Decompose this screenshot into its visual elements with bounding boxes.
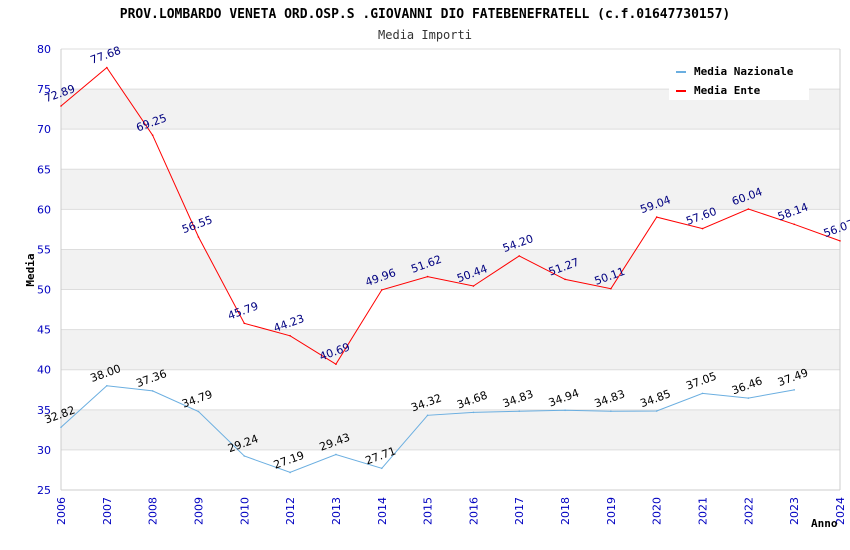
data-point — [380, 289, 383, 291]
chart-title: PROV.LOMBARDO VENETA ORD.OSP.S .GIOVANNI… — [120, 7, 730, 22]
y-tick-label: 50 — [37, 284, 51, 297]
data-label: 34.83 — [593, 387, 627, 410]
data-label: 34.94 — [547, 387, 581, 410]
data-point — [243, 322, 246, 325]
y-tick-label: 65 — [37, 163, 51, 176]
data-label: 37.36 — [134, 367, 168, 390]
data-label: 56.55 — [180, 213, 214, 236]
x-tick-label: 2006 — [55, 497, 68, 525]
series-line-media-ente — [60, 66, 841, 365]
data-point — [426, 414, 429, 417]
x-tick-label: 2012 — [284, 497, 297, 525]
y-tick-label: 40 — [37, 364, 51, 377]
x-tick-label: 2018 — [559, 497, 572, 525]
data-label: 34.79 — [180, 388, 214, 411]
legend-label-media-nazionale: Media Nazionale — [694, 65, 794, 78]
data-point — [426, 275, 429, 278]
background-bands — [61, 89, 840, 450]
y-tick-label: 75 — [37, 83, 51, 96]
background-band — [61, 169, 840, 210]
data-point — [518, 255, 521, 257]
data-point — [793, 223, 795, 226]
y-tick-label: 55 — [37, 243, 51, 256]
data-point — [747, 208, 750, 210]
series-group — [60, 66, 841, 474]
legend-box — [669, 60, 809, 100]
data-point — [655, 410, 658, 412]
x-tick-label: 2010 — [238, 497, 251, 525]
y-tick-label: 70 — [37, 123, 51, 136]
x-axis-label: Anno — [811, 517, 838, 530]
chart-subtitle: Media Importi — [378, 28, 472, 42]
data-point — [839, 240, 841, 242]
data-label: 36.46 — [730, 374, 764, 397]
data-point — [289, 471, 291, 474]
data-point — [701, 227, 704, 230]
legend-label-media-ente: Media Ente — [694, 84, 761, 97]
legend: Media Nazionale Media Ente — [669, 60, 809, 100]
data-label: 34.83 — [501, 387, 535, 410]
x-tick-label: 2016 — [467, 497, 480, 525]
y-tick-label: 45 — [37, 324, 51, 337]
data-point — [289, 335, 291, 337]
x-axis-ticks: 2006 2007 2008 2009 2010 2012 2013 2014 2015 2016… — [55, 497, 847, 525]
data-point — [701, 392, 704, 395]
data-point — [335, 363, 337, 365]
data-label: 37.05 — [684, 370, 718, 393]
data-point — [151, 134, 154, 136]
data-point — [197, 236, 200, 238]
x-tick-label: 2009 — [192, 497, 205, 525]
x-tick-label: 2017 — [513, 497, 526, 525]
data-point — [472, 285, 475, 287]
data-label: 45.79 — [226, 300, 260, 323]
gridlines — [60, 48, 841, 491]
data-point — [106, 384, 108, 387]
y-tick-label: 25 — [37, 484, 51, 497]
data-point — [197, 410, 200, 413]
data-point — [60, 105, 62, 107]
data-label: 56.07 — [822, 217, 850, 240]
data-point — [564, 409, 566, 412]
y-tick-label: 60 — [37, 203, 51, 216]
data-point — [747, 397, 750, 399]
x-tick-label: 2024 — [834, 497, 847, 525]
background-band — [61, 409, 840, 450]
x-tick-label: 2022 — [742, 497, 755, 525]
data-point — [60, 426, 62, 429]
data-point — [793, 389, 795, 391]
data-point — [610, 410, 612, 412]
background-band — [61, 329, 840, 370]
data-point — [335, 453, 337, 456]
data-point — [243, 455, 246, 457]
x-tick-label: 2023 — [788, 497, 801, 525]
x-tick-label: 2008 — [147, 497, 160, 525]
data-label: 77.68 — [89, 44, 123, 67]
data-point — [610, 287, 612, 290]
x-tick-label: 2007 — [101, 497, 114, 525]
x-tick-label: 2020 — [651, 497, 664, 525]
x-tick-label: 2019 — [605, 497, 618, 525]
x-tick-label: 2021 — [697, 497, 710, 525]
data-point — [564, 278, 566, 281]
data-point — [518, 410, 521, 412]
x-tick-label: 2015 — [422, 497, 435, 525]
x-tick-label: 2013 — [330, 497, 343, 525]
y-tick-label: 30 — [37, 444, 51, 457]
data-point — [380, 467, 383, 470]
y-tick-label: 80 — [37, 43, 51, 56]
data-point — [106, 66, 108, 69]
y-axis-label: Media — [24, 253, 37, 286]
data-point — [151, 390, 154, 392]
data-label: 34.68 — [455, 389, 489, 412]
x-tick-label: 2014 — [376, 497, 389, 525]
data-point — [472, 411, 475, 414]
background-band — [61, 249, 840, 290]
y-tick-label: 35 — [37, 404, 51, 417]
data-point — [655, 216, 658, 218]
y-axis-ticks: 25 30 35 40 45 50 55 60 65 70 75 80 — [37, 43, 51, 497]
